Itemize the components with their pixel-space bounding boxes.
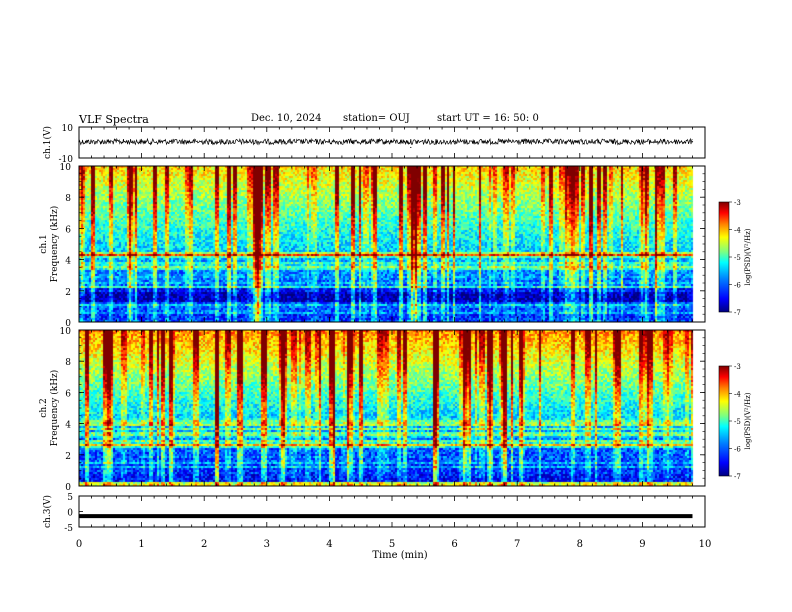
colorbar-tick-label: -5 (734, 418, 741, 426)
ch1-data-point (454, 141, 456, 143)
y-tick-label: 6 (65, 389, 71, 399)
colorbar (718, 365, 730, 477)
x-tick-label: 9 (639, 539, 645, 550)
colorbar-tick-label: -3 (734, 363, 741, 371)
x-tick-label: 10 (699, 539, 712, 550)
colorbar-tick-label: -4 (734, 227, 741, 235)
ch1-data-point (516, 141, 518, 143)
colorbar-tick-label: -6 (734, 282, 741, 290)
x-tick-label: 3 (264, 539, 270, 550)
y-tick-label: 8 (65, 358, 71, 368)
y-tick-label: 0 (65, 319, 71, 329)
y-tick-label: 10 (60, 163, 72, 173)
y-tick-label: 10 (62, 124, 74, 134)
y-tick-label: 6 (65, 225, 71, 235)
ch1-data-point (141, 141, 143, 143)
y-tick-label: 2 (65, 452, 71, 462)
y-tick-label: -5 (64, 524, 73, 534)
ch1-trace (78, 137, 693, 146)
date-label: Dec. 10, 2024 (251, 113, 322, 124)
ch1-data-point (391, 141, 393, 143)
ch1-ylabel: ch.1(V) (42, 126, 53, 159)
start-time-label: start UT = 16: 50: 0 (437, 113, 539, 124)
y-tick-label: 0 (67, 509, 73, 519)
x-tick-label: 2 (201, 539, 207, 550)
ch1-data-point (691, 141, 694, 143)
x-tick-label: 4 (326, 539, 332, 550)
colorbar-tick-label: -3 (734, 199, 741, 207)
ch2-freq-label: Frequency (kHz) (49, 370, 60, 447)
ch1-data-point (328, 141, 330, 143)
x-tick-label: 6 (451, 539, 457, 550)
y-tick-label: 5 (67, 493, 73, 503)
colorbar-tick-label: -6 (734, 446, 741, 454)
x-tick-label: 5 (389, 539, 395, 550)
ch2-ylabel: ch.2 (39, 398, 49, 417)
colorbar-tick-label: -5 (734, 254, 741, 262)
y-tick-label: -10 (59, 155, 74, 165)
y-tick-label: 0 (65, 483, 71, 493)
y-tick-label: 10 (60, 327, 72, 337)
chart-title: VLF Spectra (79, 113, 149, 126)
ch1-data-point (203, 141, 205, 143)
y-tick-label: 8 (65, 194, 71, 204)
x-tick-label: 7 (514, 539, 520, 550)
colorbar-tick-label: -7 (734, 309, 741, 317)
colorbar-tick-label: -7 (734, 473, 741, 481)
ch1-spectrogram-image (79, 166, 705, 322)
y-tick-label: 4 (65, 421, 71, 431)
x-tick-label: 0 (76, 539, 82, 550)
y-tick-label: 2 (65, 288, 71, 298)
y-tick-label: 4 (65, 257, 71, 267)
x-tick-label: 8 (577, 539, 583, 550)
x-axis-label: Time (min) (372, 550, 427, 561)
ch1-freq-label: Frequency (kHz) (49, 206, 60, 283)
colorbar (718, 201, 730, 313)
colorbar-label: log(PSD)(V²/Hz) (744, 392, 752, 449)
ch1-data-point (410, 146, 412, 149)
ch3-ylabel: ch.3(V) (42, 495, 53, 528)
colorbar-label: log(PSD)(V²/Hz) (744, 228, 752, 285)
colorbar-tick-label: -4 (734, 391, 741, 399)
ch2-spectrogram-image (79, 330, 705, 486)
ch1-ylabel: ch.1 (39, 234, 49, 253)
x-tick-label: 1 (138, 539, 144, 550)
station-label: station= OUJ (343, 113, 410, 124)
ch1-data-point (266, 142, 268, 144)
